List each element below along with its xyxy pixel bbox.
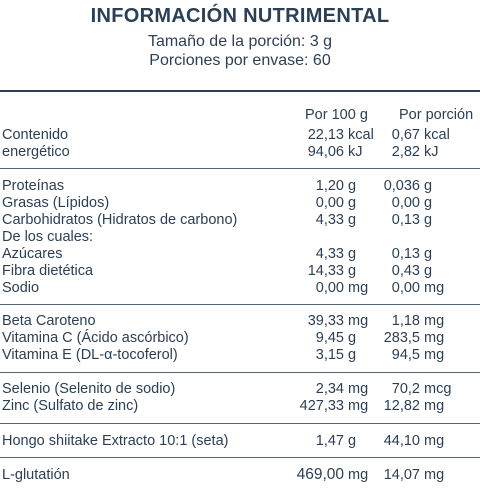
- vitamin-c-label: Vitamina C (Ácido ascórbico): [2, 330, 189, 346]
- energy-kj-100g-unit: kJ: [348, 144, 363, 160]
- nutrition-title: INFORMACIÓN NUTRIMENTAL: [90, 5, 390, 27]
- protein-100g-unit: g: [348, 178, 357, 194]
- vitamin-e-portion-unit: mg: [424, 347, 445, 363]
- fiber-100g-unit: g: [348, 263, 357, 279]
- beta-carotene-100g-value: 39,33: [307, 313, 344, 329]
- energy-kj-100g-value: 94,06: [307, 144, 344, 160]
- selenium-100g-value: 2,34: [315, 381, 344, 397]
- fiber-100g-value: 14,33: [307, 263, 344, 279]
- fat-100g-unit: g: [348, 195, 357, 211]
- glutathione-portion-unit: mg: [424, 467, 445, 483]
- energy-label-line1: Contenido: [2, 127, 69, 143]
- selenium-100g-unit: mg: [348, 381, 369, 397]
- protein-portion-value: 0,036: [383, 178, 420, 194]
- fiber-portion-unit: g: [424, 263, 433, 279]
- energy-kcal-100g-value: 22,13: [307, 127, 344, 143]
- sodium-100g-unit: mg: [348, 280, 369, 296]
- vitamin-e-100g-value: 3,15: [315, 347, 344, 363]
- shiitake-100g-value: 1,47: [315, 433, 344, 449]
- vitamin-c-portion-unit: mg: [424, 330, 445, 346]
- vitamin-c-100g-unit: g: [348, 330, 357, 346]
- sugar-100g-unit: g: [348, 246, 357, 262]
- beta-carotene-portion-unit: mg: [424, 313, 445, 329]
- vitamin-c-portion-value: 283,5: [383, 330, 420, 346]
- carb-100g-unit: g: [348, 212, 357, 228]
- section-divider: [0, 457, 480, 458]
- fat-label: Grasas (Lípidos): [2, 195, 110, 211]
- zinc-100g-unit: mg: [348, 398, 369, 414]
- zinc-portion-unit: mg: [424, 398, 445, 414]
- carb-100g-value: 4,33: [315, 212, 344, 228]
- energy-kj-portion-value: 2,82: [391, 144, 420, 160]
- selenium-label: Selenio (Selenito de sodio): [2, 381, 176, 397]
- vitamin-e-100g-unit: g: [348, 347, 357, 363]
- of-which-label: De los cuales:: [2, 229, 94, 245]
- beta-carotene-portion-value: 1,18: [391, 313, 420, 329]
- fiber-portion-value: 0,43: [391, 263, 420, 279]
- vitamin-c-100g-value: 9,45: [315, 330, 344, 346]
- selenium-portion-unit: mcg: [424, 381, 452, 397]
- sugar-100g-value: 4,33: [315, 246, 344, 262]
- sodium-portion-value: 0,00: [391, 280, 420, 296]
- sodium-100g-value: 0,00: [315, 280, 344, 296]
- zinc-label: Zinc (Sulfato de zinc): [2, 398, 139, 414]
- glutathione-label: L-glutatión: [2, 467, 70, 483]
- protein-label: Proteínas: [2, 178, 65, 194]
- sugar-label: Azúcares: [2, 246, 63, 262]
- protein-100g-value: 1,20: [315, 178, 344, 194]
- portion-size-text: Tamaño de la porción: 3 g: [147, 33, 333, 50]
- header-divider: [0, 90, 480, 92]
- carb-portion-unit: g: [424, 212, 433, 228]
- vitamin-e-portion-value: 94,5: [391, 347, 420, 363]
- column-header-per-100g: Por 100 g: [305, 107, 368, 123]
- column-header-per-portion: Por porción: [399, 107, 474, 123]
- sugar-portion-unit: g: [424, 246, 433, 262]
- shiitake-portion-value: 44,10: [383, 433, 420, 449]
- glutathione-100g-value: 469,00: [296, 466, 344, 483]
- fat-portion-unit: g: [424, 195, 433, 211]
- energy-kcal-100g-unit: kcal: [348, 127, 374, 143]
- carb-portion-value: 0,13: [391, 212, 420, 228]
- portions-per-pack-text: Porciones por envase: 60: [149, 52, 331, 69]
- energy-kcal-portion-unit: kcal: [424, 127, 450, 143]
- energy-label-line2: energético: [2, 144, 70, 160]
- section-divider: [0, 168, 480, 169]
- zinc-portion-value: 12,82: [383, 398, 420, 414]
- sodium-portion-unit: mg: [424, 280, 445, 296]
- zinc-100g-value: 427,33: [299, 398, 344, 414]
- sugar-portion-value: 0,13: [391, 246, 420, 262]
- shiitake-portion-unit: mg: [424, 433, 445, 449]
- shiitake-label: Hongo shiitake Extracto 10:1 (seta): [2, 433, 229, 449]
- fat-100g-value: 0,00: [315, 195, 344, 211]
- glutathione-100g-unit: mg: [348, 467, 369, 483]
- shiitake-100g-unit: g: [348, 433, 357, 449]
- sodium-label: Sodio: [2, 280, 40, 296]
- carb-label: Carbohidratos (Hidratos de carbono): [2, 212, 238, 228]
- fat-portion-value: 0,00: [391, 195, 420, 211]
- section-divider: [0, 423, 480, 424]
- protein-portion-unit: g: [424, 178, 433, 194]
- glutathione-portion-value: 14,07: [383, 467, 420, 483]
- section-divider: [0, 304, 480, 305]
- energy-kj-portion-unit: kJ: [424, 144, 439, 160]
- energy-kcal-portion-value: 0,67: [391, 127, 420, 143]
- beta-carotene-label: Beta Caroteno: [2, 313, 96, 329]
- section-divider: [0, 372, 480, 373]
- fiber-label: Fibra dietética: [2, 263, 94, 279]
- beta-carotene-100g-unit: mg: [348, 313, 369, 329]
- selenium-portion-value: 70,2: [391, 381, 420, 397]
- vitamin-e-label: Vitamina E (DL-α-tocoferol): [2, 347, 178, 363]
